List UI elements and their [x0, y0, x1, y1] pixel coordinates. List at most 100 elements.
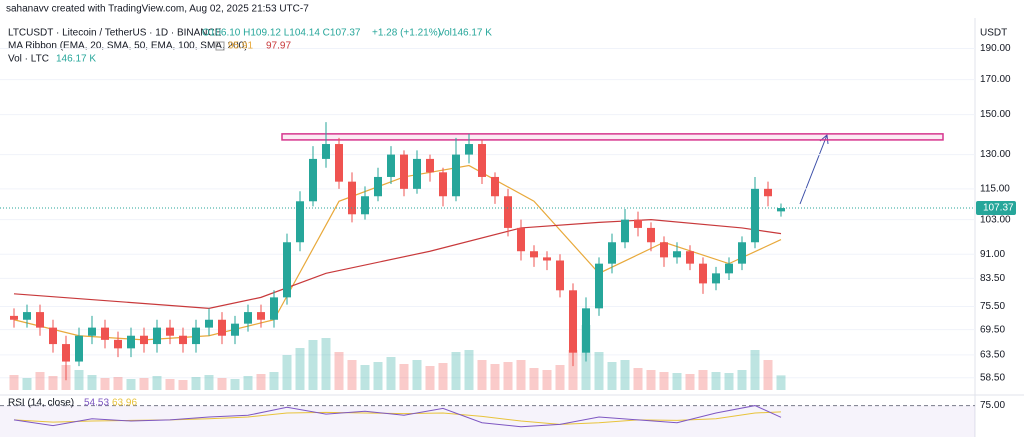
candle-body [153, 327, 161, 345]
candle-body [75, 335, 83, 362]
volume-bar [191, 377, 201, 390]
volume-legend: Vol146.17 K [438, 28, 492, 39]
volume-bar [243, 376, 253, 390]
volume-bar [464, 350, 474, 390]
volume-bar [490, 364, 500, 390]
volume-bar [230, 379, 240, 390]
candle-body [465, 144, 473, 155]
candle-body [218, 319, 226, 336]
y-tick-label: 91.00 [980, 249, 1005, 260]
volume-bar [516, 360, 526, 390]
last-price-label: 107.37 [983, 203, 1014, 214]
candle-body [127, 335, 135, 349]
credit: sahanavv created with TradingView.com, A… [6, 4, 309, 15]
rsi-tick-label: 75.00 [980, 400, 1005, 411]
candle-body [491, 176, 499, 197]
ma-label: MA Ribbon (EMA, 20, SMA, 50, EMA, 100, S… [8, 41, 248, 52]
volume-bar [269, 372, 279, 390]
volume-bar [152, 376, 162, 390]
volume-bar [685, 374, 695, 390]
volume-bar [386, 357, 396, 390]
volume-bar [256, 374, 266, 390]
candle-body [374, 176, 382, 197]
volume-bar [607, 362, 617, 390]
candle-body [88, 327, 96, 336]
volume-bar [555, 365, 565, 390]
volume-bar [750, 350, 760, 390]
candle-body [673, 251, 681, 258]
candle-body [608, 242, 616, 264]
candle-body [699, 263, 707, 284]
y-tick-label: 115.00 [980, 183, 1010, 194]
volume-bar [74, 370, 84, 390]
volume-bar [334, 352, 344, 390]
candle-body [478, 144, 486, 177]
volume-bar [9, 375, 19, 390]
candle-body [179, 335, 187, 345]
y-tick-label: 83.50 [980, 273, 1005, 284]
volume-bar [22, 378, 32, 390]
volume-bar [451, 352, 461, 390]
ma-value: 97.97 [266, 41, 291, 52]
volume-bar [178, 380, 188, 390]
candle-body [387, 154, 395, 177]
candle-body [361, 196, 369, 215]
ma-line [13, 219, 782, 309]
volume-bar [217, 378, 227, 390]
candle-body [751, 188, 759, 243]
candle-body [426, 158, 434, 173]
ma-swatch [215, 41, 225, 51]
candle-body [283, 242, 291, 298]
volume-bar [438, 363, 448, 390]
candle-body [452, 154, 460, 197]
volume-bar [204, 375, 214, 390]
candle-body [101, 327, 109, 340]
currency: USDT [980, 28, 1007, 39]
candle-body [764, 188, 772, 197]
vol-value: 146.17 K [56, 54, 96, 65]
volume-bar [347, 360, 357, 390]
volume-bar [282, 355, 292, 390]
last-price-tag [976, 201, 1016, 216]
candle-body [439, 172, 447, 197]
rsi-ma-value: 63.96 [112, 398, 137, 409]
volume-bar [35, 372, 45, 390]
candle-body [530, 251, 538, 258]
volume-bar [373, 362, 383, 390]
candle-body [49, 327, 57, 345]
candle-body [270, 297, 278, 320]
resistance-zone [281, 133, 944, 141]
candle-body [543, 257, 551, 261]
candle-body [348, 181, 356, 215]
volume-bar [308, 340, 318, 390]
volume-bar [542, 370, 552, 390]
y-tick-label: 190.00 [980, 43, 1011, 54]
volume-bar [113, 377, 123, 390]
candle-body [231, 323, 239, 336]
candle-body [777, 208, 785, 212]
candle-body [621, 219, 629, 243]
candle-body [504, 196, 512, 228]
volume-bar [321, 338, 331, 390]
volume-bar [126, 379, 136, 390]
volume-bar [412, 360, 422, 390]
volume-bar [425, 366, 435, 390]
change: +1.28 (+1.21%) [372, 28, 441, 39]
rsi-value: 54.53 [84, 398, 109, 409]
candle-body [738, 242, 746, 264]
y-tick-label: 75.50 [980, 301, 1005, 312]
candle-body [335, 144, 343, 182]
volume-bar [165, 379, 175, 390]
candle-body [582, 308, 590, 353]
volume-bar [711, 372, 721, 390]
volume-bar [620, 360, 630, 390]
candle-body [556, 260, 564, 291]
volume-bar [87, 375, 97, 390]
arrow [799, 134, 829, 205]
rsi-label: RSI (14, close) [8, 398, 74, 409]
candle-body [400, 154, 408, 189]
candle-body [36, 312, 44, 328]
rsi-line [13, 405, 782, 428]
candle-body [725, 263, 733, 274]
volume-bar [672, 373, 682, 390]
